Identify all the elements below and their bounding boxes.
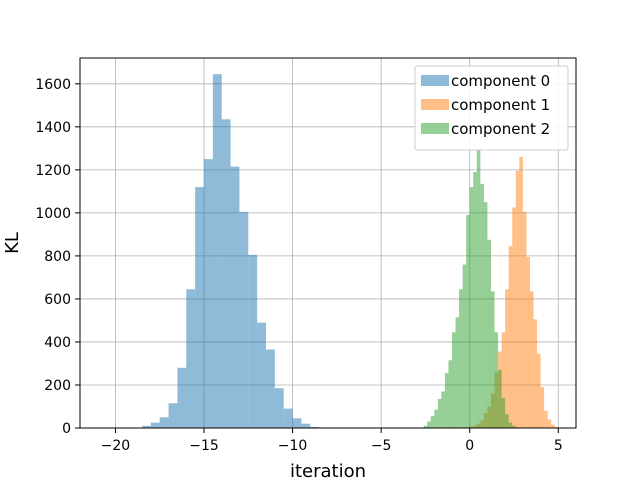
- x-tick-label: 0: [465, 438, 474, 454]
- y-tick-label: 800: [44, 249, 71, 265]
- legend-swatch: [421, 99, 449, 110]
- histogram-bar: [505, 414, 509, 428]
- histogram-bar: [530, 291, 534, 428]
- histogram-bar: [519, 157, 523, 428]
- y-tick-label: 400: [44, 335, 71, 351]
- histogram-bar: [533, 319, 537, 428]
- histogram-bar: [213, 74, 222, 428]
- histogram-bar: [544, 411, 548, 428]
- histogram-bar: [456, 317, 460, 428]
- histogram-bar: [441, 391, 445, 428]
- legend-label: component 0: [451, 72, 550, 90]
- histogram-bar: [284, 409, 293, 428]
- legend: component 0 component 1 component 2: [415, 66, 568, 150]
- histogram-bar: [470, 187, 474, 428]
- histogram-bar: [195, 187, 204, 428]
- x-axis-label: iteration: [290, 461, 366, 480]
- histogram-bar: [491, 291, 495, 428]
- histogram-bar: [452, 332, 456, 428]
- y-tick-label: 1600: [35, 77, 71, 93]
- y-axis-label: KL: [2, 232, 23, 254]
- x-tick-label: 5: [554, 438, 563, 454]
- y-tick-label: 1400: [35, 120, 71, 136]
- histogram-bar: [239, 212, 248, 428]
- legend-swatch: [421, 75, 449, 86]
- histogram-bar: [266, 349, 275, 428]
- histogram-bar: [516, 171, 520, 428]
- histogram-bar: [487, 240, 491, 428]
- histogram-bar: [541, 387, 545, 428]
- histogram-bar: [301, 424, 310, 428]
- histogram-bar: [480, 184, 484, 428]
- legend-label: component 2: [451, 120, 550, 138]
- histogram-bar: [204, 159, 213, 428]
- histogram-bar: [448, 360, 452, 428]
- histogram-bar: [498, 370, 502, 428]
- histogram-bar: [434, 410, 438, 428]
- histogram-bar: [523, 212, 527, 428]
- x-tick-label: −5: [371, 438, 392, 454]
- histogram-bar: [248, 255, 257, 428]
- y-tick-label: 1000: [35, 206, 71, 222]
- histogram-bar: [502, 398, 506, 428]
- y-tick-label: 200: [44, 378, 71, 394]
- legend-swatch: [421, 123, 449, 134]
- histogram-bar: [438, 399, 442, 428]
- histogram-bar: [495, 332, 499, 428]
- histogram-bar: [512, 208, 516, 428]
- histogram-bar: [293, 418, 302, 428]
- histogram-bar: [463, 265, 467, 428]
- histogram-bar: [186, 289, 195, 428]
- histogram-bar: [169, 403, 178, 428]
- histogram-bar: [177, 368, 186, 428]
- histogram-bar: [537, 354, 541, 428]
- histogram-bar: [445, 373, 449, 428]
- histogram-bar: [548, 419, 552, 428]
- histogram-bar: [427, 422, 431, 428]
- histogram-bar: [431, 416, 435, 428]
- histogram-bar: [222, 119, 231, 428]
- histogram-bar: [509, 423, 513, 428]
- histogram-bar: [509, 246, 513, 428]
- histogram-bar: [505, 289, 509, 428]
- histogram-bar: [466, 215, 470, 428]
- histogram-bar: [151, 423, 160, 428]
- histogram-bar: [484, 202, 488, 428]
- x-tick-label: −15: [189, 438, 219, 454]
- histogram-bar: [526, 257, 530, 428]
- histogram-bar: [231, 167, 240, 428]
- y-tick-label: 1200: [35, 163, 71, 179]
- x-tick-label: −20: [101, 438, 131, 454]
- legend-label: component 1: [451, 96, 550, 114]
- histogram-bar: [477, 151, 481, 429]
- y-tick-label: 600: [44, 292, 71, 308]
- x-tick-label: −10: [278, 438, 308, 454]
- y-tick-label: 0: [62, 421, 71, 437]
- histogram-bar: [275, 388, 284, 428]
- histogram-bar: [257, 323, 266, 428]
- histogram-bar: [473, 172, 477, 428]
- histogram-bar: [160, 417, 169, 428]
- histogram-bar: [459, 289, 463, 428]
